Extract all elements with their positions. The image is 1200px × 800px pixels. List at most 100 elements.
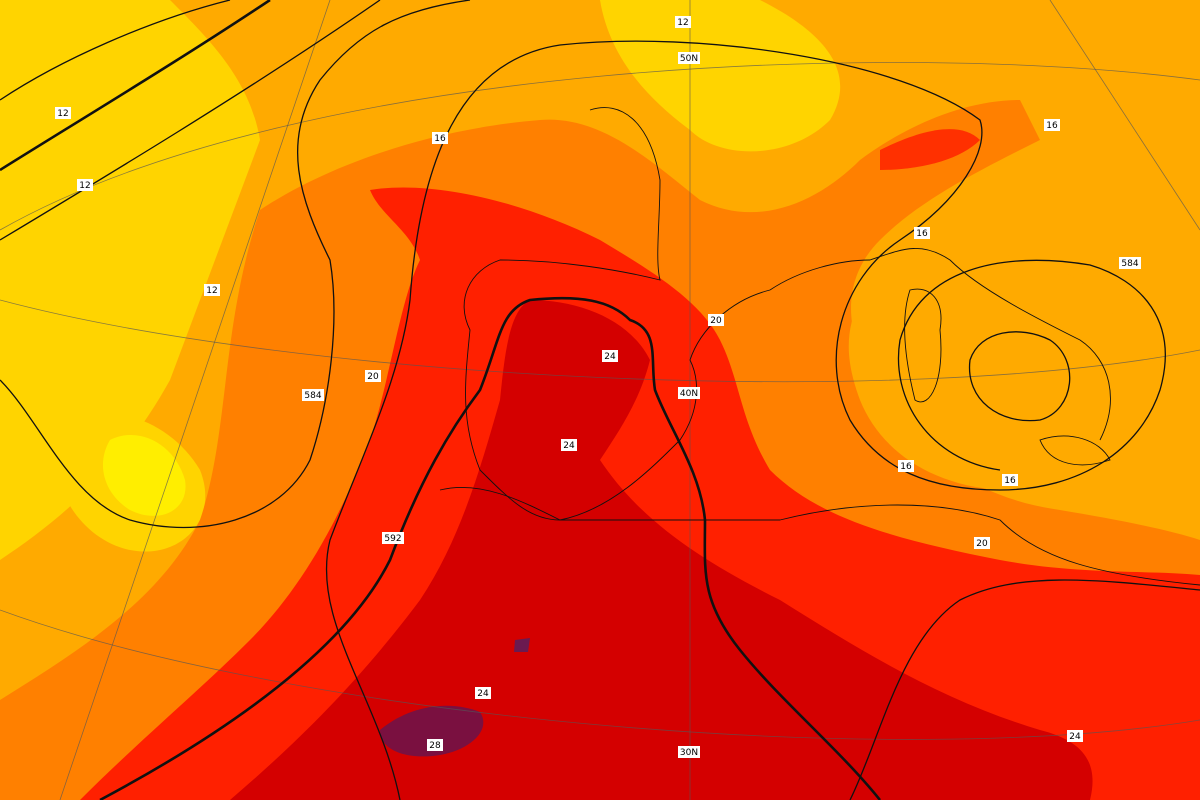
contour-label: 584 <box>1119 257 1141 269</box>
field-red <box>80 187 1200 800</box>
label-box <box>382 532 404 544</box>
label-box <box>204 284 220 296</box>
field-orange-italy <box>848 253 1137 490</box>
contour-label-text: 24 <box>1069 732 1081 742</box>
parallel <box>0 62 1200 231</box>
contour-label: 12 <box>77 179 93 191</box>
field-darkest-2 <box>514 638 530 652</box>
latitude-label: 40N <box>678 387 700 399</box>
coastlines <box>439 107 1200 586</box>
coastline <box>439 486 1200 586</box>
parallel <box>0 609 1200 740</box>
parallel <box>0 299 1200 383</box>
contour <box>99 296 882 800</box>
contour-label-text: 16 <box>900 462 912 472</box>
contour-label: 24 <box>1067 730 1083 742</box>
label-box <box>1119 257 1141 269</box>
latitude-label-text: 40N <box>680 389 698 399</box>
label-box <box>974 537 990 549</box>
contour <box>0 0 271 172</box>
contour-label: 24 <box>561 439 577 451</box>
contour-label-text: 584 <box>1121 259 1138 269</box>
field-red-alps <box>880 129 980 170</box>
contour-label-text: 16 <box>916 229 928 239</box>
contour-label: 16 <box>1044 119 1060 131</box>
contour <box>968 331 1071 422</box>
label-box <box>602 350 618 362</box>
contour-label: 16 <box>1002 474 1018 486</box>
contour-label-text: 16 <box>1046 121 1058 131</box>
latitude-label-text: 50N <box>680 54 698 64</box>
contour-label: 20 <box>708 314 724 326</box>
coastline <box>463 107 771 521</box>
contour <box>325 40 1166 800</box>
contour-label: 20 <box>365 370 381 382</box>
label-box <box>914 227 930 239</box>
label-box <box>1002 474 1018 486</box>
contour <box>0 0 471 529</box>
coastline <box>1039 435 1111 466</box>
contour-label-text: 12 <box>79 181 90 191</box>
contour-label-text: 12 <box>677 18 688 28</box>
label-box <box>475 687 491 699</box>
contour-label: 584 <box>302 389 324 401</box>
contour-label: 16 <box>898 460 914 472</box>
label-box <box>55 107 71 119</box>
contour-label-text: 28 <box>429 741 441 751</box>
contour-label-text: 20 <box>367 372 379 382</box>
contour-label: 16 <box>914 227 930 239</box>
label-box <box>678 746 700 758</box>
latitude-label-text: 30N <box>680 748 698 758</box>
label-box <box>678 387 700 399</box>
contour-label-text: 16 <box>1004 476 1016 486</box>
label-box <box>302 389 324 401</box>
latitude-label: 50N <box>678 52 700 64</box>
meridian <box>1049 0 1200 231</box>
contour-label-text: 20 <box>976 539 988 549</box>
contour <box>0 0 231 101</box>
label-box <box>1044 119 1060 131</box>
field-dark-red <box>230 300 1093 800</box>
label-box <box>432 132 448 144</box>
contour-label: 28 <box>427 739 443 751</box>
contour <box>849 579 1200 800</box>
label-box <box>427 739 443 751</box>
contour-label: 12 <box>204 284 220 296</box>
label-box <box>675 16 691 28</box>
contour-label: 12 <box>675 16 691 28</box>
contour-label: 592 <box>382 532 404 544</box>
contour-label: 24 <box>475 687 491 699</box>
contour-label-text: 592 <box>384 534 401 544</box>
contour-label-text: 12 <box>57 109 68 119</box>
meridian <box>59 0 331 800</box>
coastline <box>904 288 942 403</box>
label-box <box>708 314 724 326</box>
contour-label-text: 16 <box>434 134 446 144</box>
contour-label-text: 24 <box>604 352 616 362</box>
coastline <box>769 248 1111 441</box>
field-yellow-west-core <box>102 434 186 516</box>
label-box <box>561 439 577 451</box>
contour-label: 16 <box>432 132 448 144</box>
labels: 12 12 12 12 16 16 16 16 16 20 20 20 24 24 24 24 28 584 584… <box>55 16 1141 758</box>
label-box <box>678 52 700 64</box>
field-yellow-france <box>600 0 841 152</box>
contour-label-text: 584 <box>304 391 321 401</box>
contour-label: 24 <box>602 350 618 362</box>
label-box <box>898 460 914 472</box>
label-box <box>77 179 93 191</box>
contour-label-text: 24 <box>563 441 575 451</box>
latitude-label: 30N <box>678 746 700 758</box>
contour-label: 12 <box>55 107 71 119</box>
label-box <box>1067 730 1083 742</box>
contour <box>0 0 381 241</box>
contour-label-text: 20 <box>710 316 722 326</box>
contour-label-text: 12 <box>206 286 217 296</box>
contour-label: 20 <box>974 537 990 549</box>
contour-label-text: 24 <box>477 689 489 699</box>
